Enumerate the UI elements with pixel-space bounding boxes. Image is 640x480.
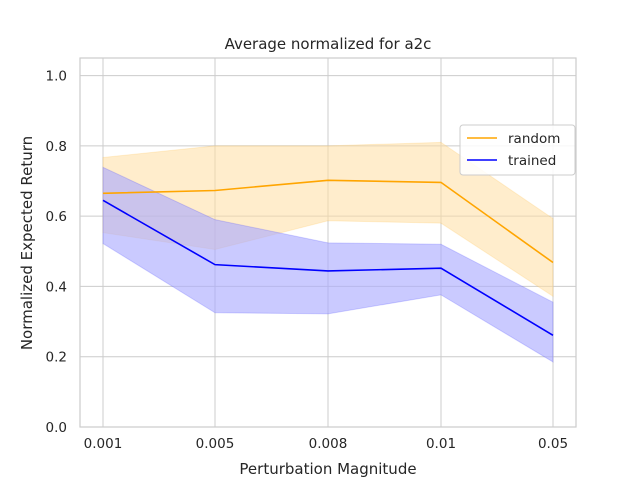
x-tick-label: 0.005	[196, 436, 235, 452]
legend-label-trained: trained	[508, 153, 556, 169]
y-tick-label: 0.2	[46, 350, 67, 366]
x-tick-label: 0.008	[309, 436, 348, 452]
y-tick-label: 0.0	[46, 420, 67, 436]
line-trained	[102, 199, 554, 336]
chart-title: Average normalized for a2c	[225, 35, 432, 53]
x-tick-label: 0.05	[538, 436, 568, 452]
series-lines	[102, 179, 554, 336]
y-tick-label: 0.8	[46, 139, 67, 155]
y-tick-label: 0.6	[46, 209, 67, 225]
y-tick-label: 0.4	[46, 279, 67, 295]
line-random	[102, 179, 554, 264]
y-tick-labels: 0.0 0.2 0.4 0.6 0.8 1.0	[46, 69, 67, 436]
plot-frame	[79, 57, 577, 428]
x-axis-label: Perturbation Magnitude	[239, 460, 416, 478]
y-axis-label: Normalized Expected Return	[18, 136, 36, 350]
y-tick-label: 1.0	[46, 69, 67, 85]
legend: random trained	[459, 124, 576, 176]
band-trained	[102, 166, 554, 363]
x-tick-labels: 0.001 0.005 0.008 0.01 0.05	[84, 436, 568, 452]
legend-label-random: random	[508, 131, 560, 147]
x-tick-label: 0.001	[84, 436, 123, 452]
x-tick-label: 0.01	[426, 436, 456, 452]
